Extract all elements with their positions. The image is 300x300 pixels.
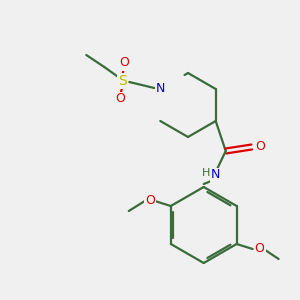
Text: O: O	[255, 242, 265, 256]
Text: O: O	[255, 140, 265, 154]
Text: N: N	[156, 82, 165, 95]
Text: O: O	[119, 56, 129, 70]
Text: S: S	[118, 74, 127, 88]
Text: O: O	[145, 194, 155, 208]
Text: O: O	[115, 92, 125, 106]
Text: N: N	[211, 169, 220, 182]
Text: H: H	[202, 168, 210, 178]
